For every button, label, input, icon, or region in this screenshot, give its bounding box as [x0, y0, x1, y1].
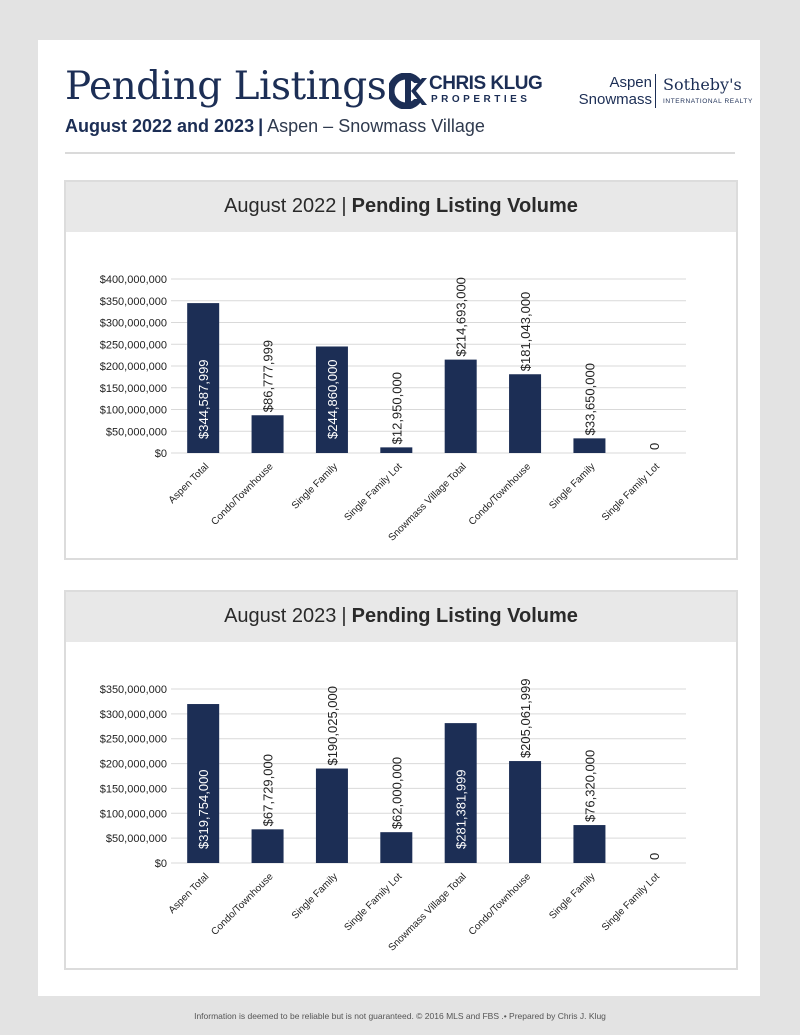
data-label-2022: 0 — [647, 443, 662, 450]
chart-heading-2022-date: August 2022 — [224, 195, 337, 217]
y-tick-label: $300,000,000 — [100, 709, 167, 721]
category-label: Single Family — [290, 871, 340, 921]
chart-heading-2023-date: August 2023 — [224, 605, 337, 627]
bar-2022-0 — [187, 303, 220, 453]
y-tick-label: $50,000,000 — [106, 426, 167, 438]
category-label: Condo/Townhouse — [209, 461, 276, 528]
subtitle-separator: | — [258, 116, 264, 136]
y-tick-label: $150,000,000 — [100, 383, 167, 395]
bar-2022-4 — [444, 359, 477, 453]
data-label-2023: 0 — [647, 853, 662, 860]
chart-heading-2023: August 2023 | Pending Listing Volume — [66, 592, 736, 642]
sb-intl: INTERNATIONAL REALTY — [663, 98, 753, 105]
category-label: Single Family Lot — [600, 871, 662, 933]
data-label-2022: $181,043,000 — [518, 292, 533, 372]
subtitle-location: Aspen – Snowmass Village — [267, 116, 485, 136]
bar-chart-2023: $0 $50,000,000 $100,000,000 $150,000,000 $20… — [100, 679, 686, 954]
sothebys-logo: Aspen Snowmass Sotheby's INTERNATIONAL R… — [556, 74, 752, 110]
bar-2022-6 — [573, 438, 606, 453]
chart-panel-2022: August 2022 | Pending Listing Volume $0 $50… — [64, 180, 738, 560]
bar-2022-5 — [509, 374, 542, 453]
category-label: Single Family Lot — [342, 461, 404, 523]
report-page: Pending Listings August 2022 and 2023 | As… — [38, 40, 760, 996]
data-label-2022: $344,587,999 — [196, 359, 211, 439]
y-tick-label: $200,000,000 — [100, 759, 167, 771]
category-label: Single Family — [290, 461, 340, 511]
y-tick-label: $200,000,000 — [100, 361, 167, 373]
y-tick-label: $250,000,000 — [100, 734, 167, 746]
page-title: Pending Listings — [65, 64, 387, 109]
page-subtitle: August 2022 and 2023 | Aspen – Snowmass Vi… — [65, 116, 485, 137]
bar-2023-1 — [251, 829, 284, 863]
bar-2023-0 — [187, 704, 220, 863]
bar-2023-2 — [315, 768, 348, 863]
chris-klug-logo: CHRIS KLUG PROPERTIES — [389, 73, 544, 109]
y-tick-label: $350,000,000 — [100, 684, 167, 696]
bar-2022-1 — [251, 415, 284, 453]
category-label: Aspen Total — [167, 461, 212, 506]
category-label: Single Family — [547, 461, 597, 511]
bar-2023-4 — [444, 723, 477, 863]
chart-panel-2023: August 2023 | Pending Listing Volume $0 $50… — [64, 590, 738, 970]
data-label-2022: $33,650,000 — [582, 363, 597, 435]
y-tick-label: $0 — [155, 448, 167, 460]
data-label-2023: $76,320,000 — [582, 750, 597, 822]
y-tick-label: $50,000,000 — [106, 833, 167, 845]
data-label-2022: $86,777,999 — [261, 340, 276, 412]
y-tick-label: $150,000,000 — [100, 783, 167, 795]
ck-monogram-icon — [389, 73, 427, 109]
category-label: Condo/Townhouse — [467, 461, 534, 528]
y-tick-label: $400,000,000 — [100, 274, 167, 286]
data-label-2023: $205,061,999 — [518, 679, 533, 759]
bar-2022-3 — [380, 447, 413, 453]
data-label-2023: $67,729,000 — [261, 754, 276, 826]
bar-2022-2 — [315, 346, 348, 453]
footer-disclaimer: Information is deemed to be reliable but… — [194, 1011, 606, 1021]
chart-heading-2022: August 2022 | Pending Listing Volume — [66, 182, 736, 232]
data-label-2023: $281,381,999 — [454, 769, 469, 849]
data-label-2022: $214,693,000 — [454, 277, 469, 357]
category-label: Condo/Townhouse — [209, 871, 276, 938]
ck-sub: PROPERTIES — [431, 94, 531, 105]
y-tick-label: $250,000,000 — [100, 339, 167, 351]
sb-snowmass: Snowmass — [578, 91, 652, 108]
subtitle-dates: August 2022 and 2023 — [65, 116, 255, 136]
data-label-2022: $12,950,000 — [389, 372, 404, 444]
header-rule — [65, 152, 735, 154]
category-label: Aspen Total — [167, 871, 212, 916]
chart-heading-2023-separator: | — [341, 605, 347, 627]
y-tick-label: $100,000,000 — [100, 808, 167, 820]
sb-divider — [655, 74, 656, 108]
data-label-2023: $190,025,000 — [325, 686, 340, 766]
bar-2023-3 — [380, 832, 413, 863]
y-tick-label: $350,000,000 — [100, 296, 167, 308]
chart-heading-2022-separator: | — [341, 195, 347, 217]
y-tick-label: $0 — [155, 858, 167, 870]
chart-heading-2022-title: Pending Listing Volume — [351, 195, 578, 217]
chart-heading-2023-title: Pending Listing Volume — [351, 605, 578, 627]
category-label: Condo/Townhouse — [467, 871, 534, 938]
data-label-2023: $319,754,000 — [196, 769, 211, 849]
bar-chart-2022: $0 $50,000,000 $100,000,000 $150,000,000 $20… — [100, 274, 686, 544]
y-tick-label: $100,000,000 — [100, 405, 167, 417]
category-label: Single Family — [547, 871, 597, 921]
category-label: Single Family Lot — [342, 871, 404, 933]
ck-name: CHRIS KLUG — [429, 73, 543, 94]
sb-name: Sotheby's — [663, 75, 742, 94]
data-label-2022: $244,860,000 — [325, 359, 340, 439]
data-label-2023: $62,000,000 — [389, 757, 404, 829]
bar-2023-5 — [509, 761, 542, 863]
y-tick-label: $300,000,000 — [100, 318, 167, 330]
bar-2023-6 — [573, 825, 606, 863]
category-label: Single Family Lot — [600, 461, 662, 523]
sb-aspen: Aspen — [609, 74, 652, 91]
